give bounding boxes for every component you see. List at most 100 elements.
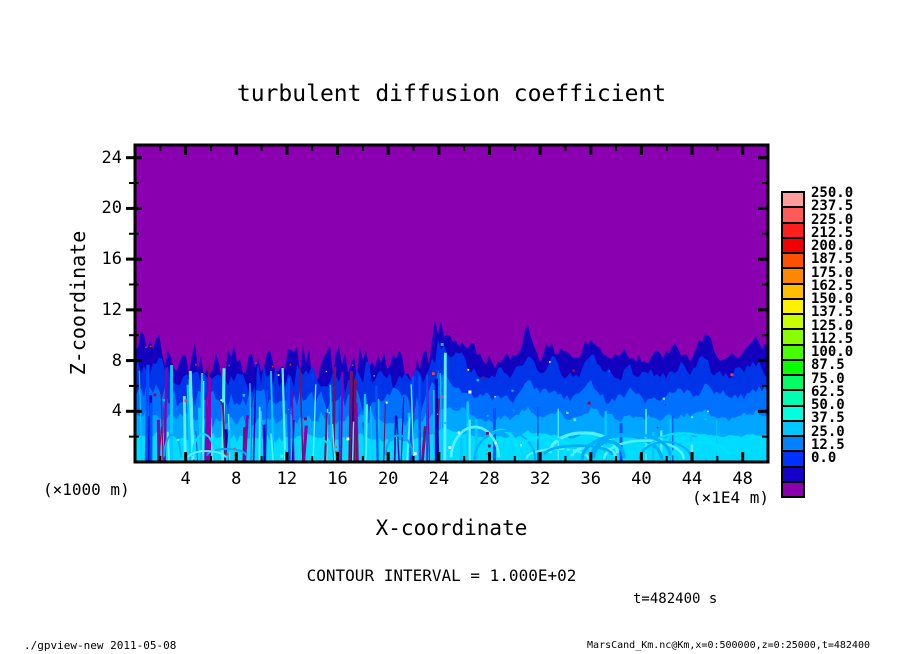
field-streak <box>396 416 400 462</box>
plot-border <box>133 143 770 464</box>
colorbar-tick-label: 62.5 <box>811 383 845 400</box>
field-speck <box>656 426 659 429</box>
field-streak <box>270 371 275 462</box>
field-speck <box>664 404 667 406</box>
field-swirl <box>548 431 619 454</box>
field-speck <box>279 393 281 395</box>
page-title: turbulent diffusion coefficient <box>236 81 667 107</box>
field-streak <box>301 425 308 462</box>
field-speck <box>335 446 338 448</box>
field-speck <box>662 397 665 400</box>
field-streak <box>460 438 463 462</box>
x-tick-label: 24 <box>428 469 450 489</box>
field-speck <box>486 453 488 455</box>
field-speck <box>280 454 284 458</box>
field-speck <box>255 362 257 364</box>
axis-ticks <box>126 145 768 462</box>
field-swirl <box>206 447 248 456</box>
x-tick-label: 28 <box>479 469 500 489</box>
field-speck <box>200 450 203 452</box>
field-streak <box>199 373 204 462</box>
y-tick-label: 8 <box>111 350 122 371</box>
field-swirl <box>591 439 626 459</box>
field-streak <box>170 365 173 462</box>
field-streak <box>243 415 249 462</box>
field-speck <box>228 364 230 367</box>
field-streak <box>468 419 471 462</box>
field-speck <box>220 399 223 402</box>
field-swirl <box>384 434 414 456</box>
heatmap-field <box>135 145 768 462</box>
field-swirl <box>314 439 333 460</box>
field-streak <box>252 368 257 462</box>
x-tick-label: 36 <box>580 469 601 489</box>
field-speck <box>418 450 420 452</box>
field-streak <box>340 371 344 462</box>
field-streak <box>369 406 374 462</box>
field-speck <box>487 444 491 448</box>
field-speck <box>647 417 649 419</box>
field-swirl <box>543 444 614 456</box>
field-streak <box>393 415 397 462</box>
field-streak <box>287 377 291 462</box>
field-streak <box>326 408 329 462</box>
field-speck <box>494 442 497 445</box>
colorbar-cell <box>781 480 805 498</box>
field-speck <box>432 372 435 375</box>
field-streak <box>363 393 367 462</box>
field-speck <box>707 410 709 413</box>
field-speck <box>184 399 188 403</box>
colorbar-tick-label: 0.0 <box>811 450 837 466</box>
field-streak <box>186 384 192 462</box>
field-speck <box>251 405 253 407</box>
field-speck <box>325 370 328 373</box>
field-speck <box>513 410 515 412</box>
field-swirl <box>163 433 182 457</box>
field-streak <box>383 402 386 462</box>
field-speck <box>254 421 256 423</box>
field-streak <box>158 426 163 462</box>
x-tick-label: 4 <box>180 469 191 489</box>
colorbar-tick-label: 112.5 <box>811 330 854 347</box>
field-streak <box>258 406 261 462</box>
field-swirl <box>191 433 216 456</box>
field-speck <box>566 411 569 414</box>
x-tick-label: 12 <box>276 469 298 489</box>
colorbar-tick-label: 87.5 <box>811 357 845 374</box>
field-speck <box>608 370 610 372</box>
colorbar-tick-label: 150.0 <box>811 291 854 307</box>
field-speck <box>242 394 246 397</box>
field-speck <box>162 399 166 402</box>
field-streak <box>331 423 336 462</box>
field-speck <box>457 431 460 434</box>
y-tick-label: 12 <box>101 299 122 320</box>
field-streak <box>221 402 227 462</box>
colorbar-tick-label: 12.5 <box>811 436 845 453</box>
field-speck <box>226 453 229 456</box>
field-streak <box>557 408 559 462</box>
field-swirl <box>449 425 501 458</box>
field-speck <box>413 452 417 456</box>
field-speck <box>691 416 694 419</box>
field-speck <box>385 401 388 404</box>
colorbar-tick-label: 125.0 <box>811 317 854 334</box>
field-speck <box>704 418 707 421</box>
contour-interval-note: CONTOUR INTERVAL = 1.000E+02 <box>306 566 577 585</box>
field-speck <box>289 363 292 366</box>
field-speck <box>277 374 280 376</box>
colorbar-tick-label: 212.5 <box>811 224 854 241</box>
field-speck <box>448 446 452 449</box>
field-speck <box>440 343 444 346</box>
footer-command-date: ./gpview-new 2011-05-08 <box>24 639 177 652</box>
colorbar-tick-label: 237.5 <box>811 198 854 215</box>
footer-file-info: MarsCand_Km.nc@Km,x=0:500000,z=0:25000,t… <box>587 640 870 651</box>
field-speck <box>718 433 720 435</box>
field-speck <box>195 364 197 366</box>
y-tick-label: 16 <box>101 249 122 270</box>
field-speck <box>193 459 195 461</box>
field-speck <box>444 422 447 424</box>
colorbar-tick-label: 200.0 <box>811 238 854 254</box>
colorbar-tick-label: 162.5 <box>811 277 854 294</box>
field-speck <box>233 447 236 450</box>
field-streak <box>466 401 469 462</box>
